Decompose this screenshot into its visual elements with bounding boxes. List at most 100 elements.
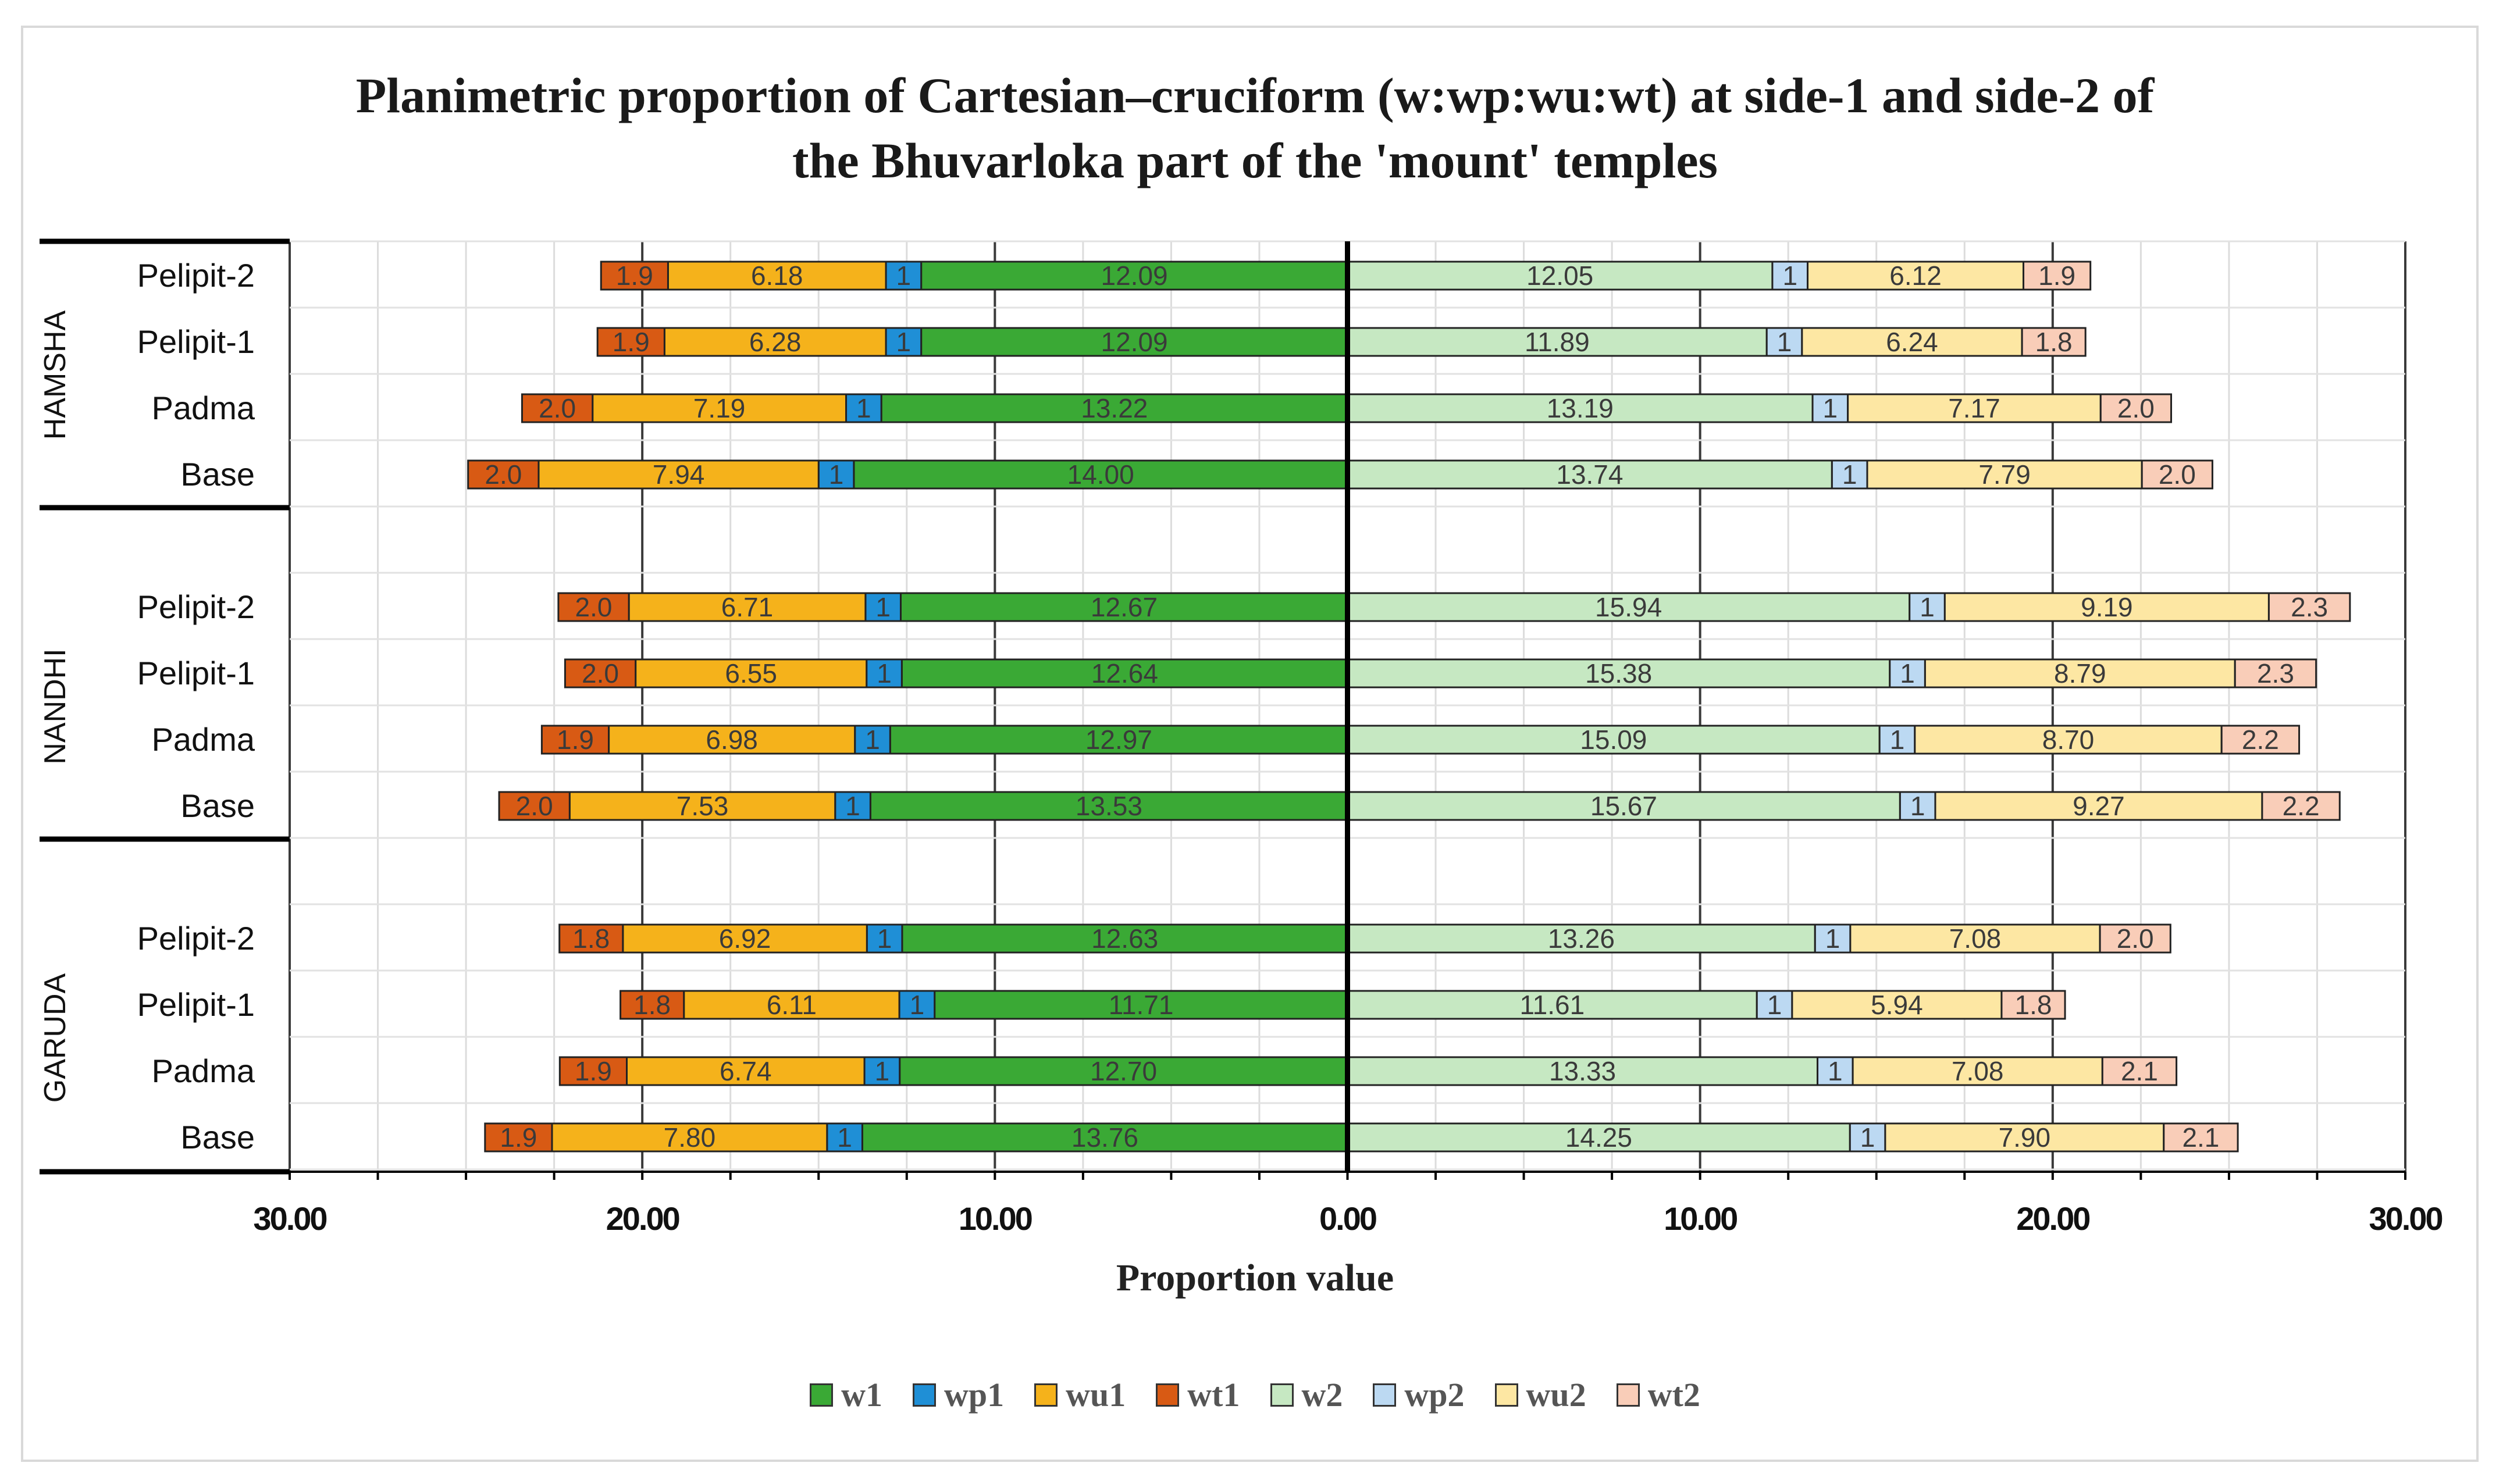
- legend: w1 wp1 wu1 wt1 w2 wp2 wu2 wt2: [0, 1375, 2510, 1414]
- data-label-wu2: 9.27: [2073, 791, 2125, 821]
- bar-wp2: [1899, 791, 1936, 821]
- group-label: GARUDA: [38, 973, 72, 1103]
- data-label-wt2: 1.8: [2015, 990, 2052, 1020]
- data-label-wp1: 1: [856, 393, 871, 423]
- data-label-w2: 14.25: [1565, 1122, 1632, 1153]
- category-label: Padma: [152, 721, 255, 758]
- data-label-w2: 15.94: [1595, 592, 1662, 622]
- data-label-wu1: 7.80: [664, 1122, 716, 1153]
- data-label-wp2: 1: [1910, 791, 1925, 821]
- legend-label: w1: [841, 1376, 882, 1414]
- data-label-wu2: 5.94: [1871, 990, 1923, 1020]
- bar-w1: [934, 990, 1348, 1020]
- legend-swatch: [1373, 1383, 1397, 1407]
- data-label-w2: 11.61: [1520, 990, 1585, 1020]
- legend-label: wt2: [1647, 1376, 1700, 1414]
- data-label-wu1: 6.98: [706, 725, 758, 755]
- data-label-wu1: 7.19: [693, 393, 746, 423]
- group-label: HAMSHA: [38, 310, 72, 440]
- data-label-wu2: 7.08: [1949, 923, 2002, 954]
- data-label-wt2: 2.3: [2291, 592, 2328, 622]
- data-label-wt2: 2.1: [2182, 1122, 2219, 1153]
- category-label: Pelipit-2: [137, 257, 255, 294]
- bar-wt2: [2267, 592, 2351, 622]
- bar-wt1: [540, 725, 610, 755]
- legend-label: wt1: [1187, 1376, 1240, 1414]
- data-label-w2: 13.26: [1548, 923, 1615, 954]
- bar-wu2: [1943, 592, 2270, 622]
- x-tick-label: 20.00: [606, 1200, 679, 1237]
- legend-label: wp2: [1404, 1376, 1465, 1414]
- bar-wt1: [600, 261, 669, 291]
- bar-w2: [1347, 923, 1816, 954]
- bar-wt1: [620, 990, 685, 1020]
- data-label-w2: 11.89: [1525, 327, 1590, 357]
- data-label-w1: 12.67: [1091, 592, 1158, 622]
- data-label-wu1: 7.94: [653, 459, 705, 490]
- category-label: Base: [180, 456, 255, 493]
- data-label-w2: 13.74: [1556, 459, 1623, 490]
- data-label-w1: 13.53: [1076, 791, 1142, 821]
- data-label-w1: 14.00: [1067, 459, 1134, 490]
- data-label-w1: 12.09: [1101, 261, 1168, 291]
- bar-wu1: [683, 990, 900, 1020]
- data-label-wp1: 1: [845, 791, 860, 821]
- group-label: NANDHI: [38, 648, 72, 764]
- legend-item-wt2: wt2: [1616, 1375, 1700, 1414]
- bar-wu1: [592, 393, 848, 423]
- data-label-w1: 13.76: [1071, 1122, 1138, 1153]
- chart-title-line-1: Planimetric proportion of Cartesian–cruc…: [355, 67, 2155, 123]
- data-label-wu1: 6.74: [720, 1056, 772, 1086]
- bar-w2: [1347, 658, 1891, 689]
- bar-wu2: [1847, 393, 2102, 423]
- data-label-wu2: 8.79: [2054, 658, 2106, 689]
- data-label-w1: 12.70: [1090, 1056, 1157, 1086]
- data-label-wu2: 8.70: [2042, 725, 2095, 755]
- x-tick-label: 30.00: [253, 1200, 326, 1237]
- bar-wt2: [2000, 990, 2066, 1020]
- data-label-wu1: 6.55: [725, 658, 777, 689]
- data-label-wp2: 1: [1767, 990, 1782, 1020]
- legend-item-wu2: wu2: [1494, 1375, 1586, 1414]
- data-label-wp2: 1: [1890, 725, 1905, 755]
- data-label-wu1: 6.18: [751, 261, 803, 291]
- data-label-wt1: 2.0: [485, 459, 522, 490]
- data-label-wu1: 7.53: [677, 791, 729, 821]
- category-label: Pelipit-1: [137, 986, 255, 1023]
- bar-w1: [861, 1122, 1348, 1153]
- category-label: Pelipit-1: [137, 655, 255, 691]
- bar-w1: [880, 393, 1349, 423]
- data-label-w1: 13.22: [1081, 393, 1148, 423]
- data-label-wt1: 1.9: [616, 261, 653, 291]
- chart-title: Planimetric proportion of Cartesian–cruc…: [0, 63, 2510, 193]
- data-label-wp1: 1: [865, 725, 880, 755]
- data-label-wt1: 1.9: [557, 725, 594, 755]
- bar-wt1: [596, 327, 665, 357]
- bar-wt2: [2163, 1122, 2239, 1153]
- data-label-wu2: 7.90: [1999, 1122, 2051, 1153]
- legend-item-wp1: wp1: [912, 1375, 1005, 1414]
- bar-wu2: [1807, 261, 2025, 291]
- bar-wu2: [1866, 459, 2143, 490]
- data-label-wp1: 1: [829, 459, 844, 490]
- bar-wu2: [1852, 1056, 2103, 1086]
- legend-label: wp1: [944, 1376, 1005, 1414]
- data-label-wp2: 1: [1825, 923, 1840, 954]
- data-label-wp1: 1: [910, 990, 925, 1020]
- bar-wt2: [2141, 459, 2213, 490]
- data-label-w1: 11.71: [1109, 990, 1174, 1020]
- data-label-wt2: 2.0: [2117, 923, 2154, 954]
- data-label-wu1: 6.92: [719, 923, 771, 954]
- data-label-wp2: 1: [1860, 1122, 1875, 1153]
- category-label: Padma: [152, 390, 255, 426]
- bar-wt1: [564, 658, 637, 689]
- bar-wu1: [568, 791, 836, 821]
- bar-w1: [869, 791, 1348, 821]
- data-label-wp1: 1: [875, 1056, 890, 1086]
- bar-w1: [899, 592, 1348, 622]
- bar-wp2: [1831, 459, 1868, 490]
- data-label-wp2: 1: [1777, 327, 1792, 357]
- data-label-wt1: 1.8: [633, 990, 671, 1020]
- data-label-wt1: 2.0: [582, 658, 619, 689]
